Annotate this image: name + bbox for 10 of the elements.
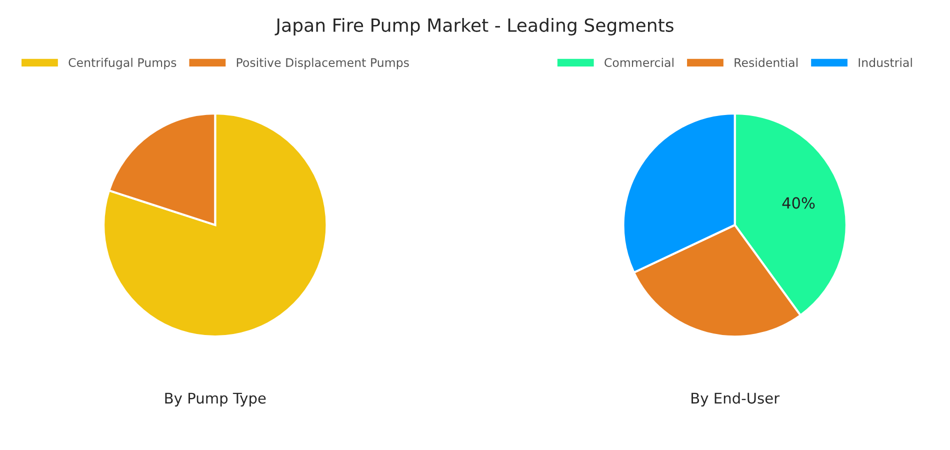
legend-label: Residential [734, 58, 798, 68]
text: Japan Fire Pump Market - Leading Segments [274, 18, 674, 36]
data-label: 40% [782, 197, 815, 209]
text: By Pump Type [165, 392, 266, 407]
legend-label: Centrifugal Pumps [68, 58, 176, 70]
text: By End-User [692, 392, 780, 407]
legend-label: Positive Displacement Pumps [236, 58, 409, 70]
legend-label: Commercial [604, 58, 674, 68]
pie-slice [102, 112, 328, 338]
legend-label: Industrial [858, 58, 912, 68]
